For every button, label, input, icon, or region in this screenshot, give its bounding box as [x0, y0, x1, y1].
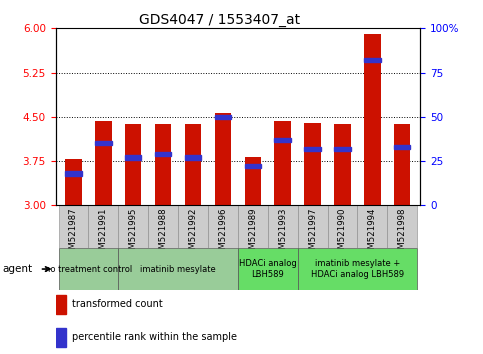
Bar [208, 205, 238, 248]
Bar [118, 205, 148, 248]
Bar [58, 248, 118, 290]
Text: GSM521995: GSM521995 [129, 207, 138, 260]
Bar [118, 248, 238, 290]
Text: GSM521989: GSM521989 [248, 207, 257, 260]
Bar [304, 147, 321, 151]
Bar [155, 152, 171, 156]
Bar [155, 124, 171, 205]
Text: GSM521988: GSM521988 [158, 207, 168, 260]
Bar [394, 145, 411, 149]
Bar [364, 58, 381, 62]
Bar [95, 121, 112, 205]
Text: imatinib mesylate +
HDACi analog LBH589: imatinib mesylate + HDACi analog LBH589 [311, 259, 404, 279]
Text: GSM521990: GSM521990 [338, 207, 347, 260]
Bar [357, 205, 387, 248]
Bar [304, 123, 321, 205]
Bar [394, 124, 411, 205]
Bar [65, 159, 82, 205]
Text: agent: agent [2, 264, 32, 274]
Bar [125, 155, 142, 160]
Text: imatinib mesylate: imatinib mesylate [140, 264, 216, 274]
Bar [274, 138, 291, 142]
Bar [88, 205, 118, 248]
Text: transformed count: transformed count [72, 299, 163, 309]
Bar [185, 125, 201, 205]
Bar [56, 328, 66, 347]
Text: GSM521997: GSM521997 [308, 207, 317, 260]
Text: GSM521998: GSM521998 [398, 207, 407, 260]
Text: GSM521987: GSM521987 [69, 207, 78, 260]
Bar [58, 205, 88, 248]
Bar [65, 171, 82, 176]
Bar [244, 157, 261, 205]
Bar [148, 205, 178, 248]
Bar [327, 205, 357, 248]
Bar [274, 121, 291, 205]
Bar [298, 205, 327, 248]
Text: no treatment control: no treatment control [45, 264, 132, 274]
Bar [298, 248, 417, 290]
Text: HDACi analog
LBH589: HDACi analog LBH589 [239, 259, 297, 279]
Text: GSM521996: GSM521996 [218, 207, 227, 260]
Bar [56, 295, 66, 314]
Bar [178, 205, 208, 248]
Bar [387, 205, 417, 248]
Bar [238, 205, 268, 248]
Title: GDS4047 / 1553407_at: GDS4047 / 1553407_at [139, 13, 300, 27]
Text: GSM521993: GSM521993 [278, 207, 287, 260]
Bar [215, 113, 231, 205]
Bar [268, 205, 298, 248]
Bar [334, 124, 351, 205]
Bar [334, 147, 351, 151]
Text: GSM521994: GSM521994 [368, 207, 377, 260]
Text: GSM521991: GSM521991 [99, 207, 108, 260]
Bar [364, 34, 381, 205]
Bar [125, 125, 142, 205]
Bar [95, 141, 112, 145]
Bar [244, 164, 261, 169]
Text: GSM521992: GSM521992 [188, 207, 198, 260]
Bar [185, 155, 201, 160]
Bar [238, 248, 298, 290]
Bar [215, 115, 231, 119]
Text: percentile rank within the sample: percentile rank within the sample [72, 332, 237, 342]
